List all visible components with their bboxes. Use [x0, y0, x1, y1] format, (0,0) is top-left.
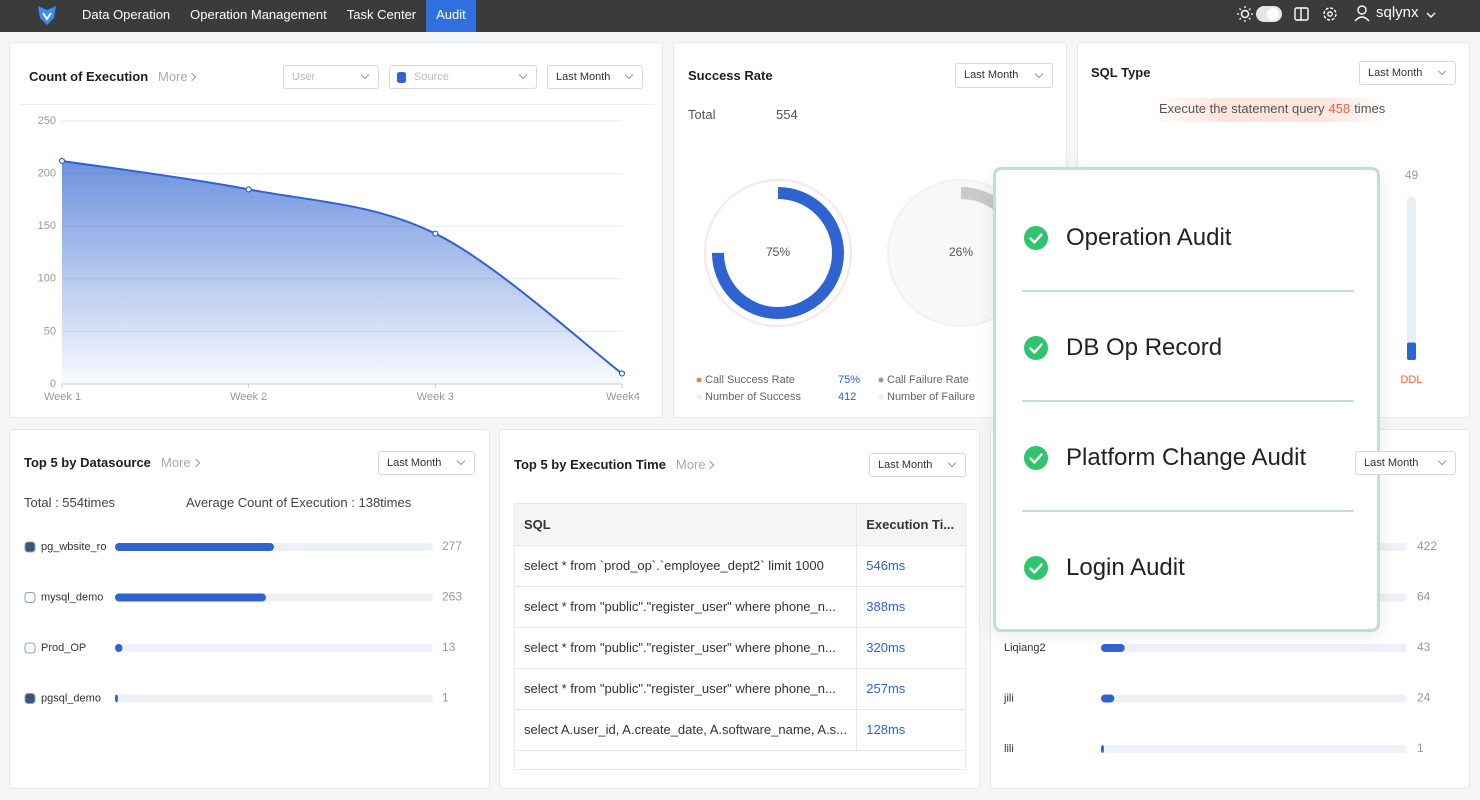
duration-cell: 320ms — [856, 627, 965, 669]
select-chevron — [947, 458, 957, 468]
select[interactable]: Last Month — [1355, 451, 1456, 475]
sql-cell: select * from `prod_op`.`employee_dept2`… — [515, 545, 857, 587]
menu-label: DB Op Record — [1066, 334, 1223, 361]
select-chevron — [518, 70, 528, 80]
select[interactable]: Last Month — [1359, 61, 1456, 85]
summary-text: Execute the statement query — [1159, 101, 1325, 116]
panel-title: SQL Type — [1091, 65, 1151, 80]
panel-title: Count of Execution — [29, 69, 149, 84]
menu-divider — [1022, 510, 1354, 512]
check-icon — [1024, 446, 1048, 470]
menu-label: Platform Change Audit — [1066, 444, 1307, 471]
column-header: Execution Ti... — [856, 504, 965, 546]
select[interactable]: Last Month — [547, 65, 643, 89]
menu-item[interactable]: Operation Audit — [1016, 218, 1356, 258]
menu-label: Login Audit — [1066, 554, 1185, 581]
db-icon — [397, 72, 406, 83]
table-row: select * from "public"."register_user" w… — [515, 586, 965, 628]
menu-item[interactable]: Login Audit — [1016, 548, 1356, 588]
sql-table: SQL Execution Ti... select * from `prod_op… — [515, 504, 965, 751]
check-icon — [1024, 556, 1048, 580]
nav-icons — [38, 5, 1436, 25]
nav-item[interactable]: Data Operation — [82, 7, 171, 22]
select-chevron — [456, 456, 466, 466]
duration-cell: 257ms — [856, 668, 965, 710]
select-text: Last Month — [556, 71, 611, 83]
user-name[interactable]: sqlynx — [1376, 4, 1419, 21]
duration-cell: 128ms — [856, 709, 965, 751]
table-row: select * from `prod_op`.`employee_dept2`… — [515, 545, 965, 587]
summary-bg — [1150, 98, 1390, 122]
select-text: Last Month — [1364, 457, 1419, 469]
menu-divider — [1022, 290, 1354, 292]
table-row: select * from "public"."register_user" w… — [515, 668, 965, 710]
total-text: Total : 554times — [24, 495, 116, 510]
select-text: Source — [414, 71, 449, 83]
more-link[interactable]: More — [158, 69, 188, 84]
check-icon — [1024, 336, 1048, 360]
select[interactable]: Last Month — [869, 453, 966, 477]
select-chevron — [624, 70, 634, 80]
nav-menu: Data Operation Operation Management Task C… — [72, 0, 476, 32]
sql-cell: select * from "public"."register_user" w… — [515, 586, 857, 628]
top-nav: Data Operation Operation Management Task C… — [0, 0, 1480, 32]
select[interactable]: Source — [389, 65, 537, 89]
divider — [20, 104, 655, 105]
select-text: Last Month — [878, 459, 933, 471]
select[interactable]: User — [283, 65, 379, 89]
more-link[interactable]: More — [161, 455, 191, 470]
more-link[interactable]: More — [676, 457, 706, 472]
total-label: Total — [688, 107, 716, 122]
panel-title: Success Rate — [688, 68, 773, 83]
sql-cell: select * from "public"."register_user" w… — [515, 627, 857, 669]
menu-divider — [1022, 400, 1354, 402]
select-text: User — [292, 71, 316, 83]
audit-menu: Operation Audit DB Op Record Platform Chan… — [993, 167, 1380, 632]
sql-summary: Execute the statement query 458 times — [1159, 101, 1385, 117]
select[interactable]: Last Month — [955, 63, 1053, 88]
panel-title: Top 5 by Datasource — [24, 455, 151, 470]
sql-cell: select A.user_id, A.create_date, A.softw… — [515, 709, 857, 751]
duration-cell: 388ms — [856, 586, 965, 628]
select-text: Last Month — [1368, 67, 1423, 79]
summary-text: times — [1354, 101, 1386, 116]
menu-label: Operation Audit — [1066, 224, 1232, 251]
duration-cell: 546ms — [856, 545, 965, 587]
select[interactable]: Last Month — [378, 451, 475, 475]
sql-cell: select * from "public"."register_user" w… — [515, 668, 857, 710]
menu-item[interactable]: Platform Change Audit — [1016, 438, 1356, 478]
select-chevron — [1034, 69, 1044, 78]
total-value: 554 — [776, 107, 798, 122]
check-icon — [1024, 226, 1048, 250]
table-row: select A.user_id, A.create_date, A.softw… — [515, 709, 965, 751]
select-chevron — [1437, 66, 1447, 76]
nav-item[interactable]: Audit — [426, 0, 476, 32]
column-header: SQL — [515, 504, 857, 546]
nav-item[interactable]: Operation Management — [190, 7, 327, 22]
select-text: Last Month — [387, 457, 442, 469]
select-text: Last Month — [964, 69, 1019, 81]
select-chevron — [1437, 456, 1447, 466]
select-chevron — [360, 70, 370, 80]
panel-top-datasource — [9, 429, 490, 789]
table-row: select * from "public"."register_user" w… — [515, 627, 965, 669]
panel-title: Top 5 by Execution Time — [514, 457, 666, 472]
menu-item[interactable]: DB Op Record — [1016, 328, 1356, 368]
panel-execution — [9, 42, 663, 418]
sql-table-wrap: SQL Execution Ti... select * from `prod_op… — [514, 503, 966, 770]
nav-item[interactable]: Task Center — [346, 7, 417, 22]
summary-count: 458 — [1328, 101, 1351, 116]
average-text: Average Count of Execution : 138times — [186, 495, 412, 510]
